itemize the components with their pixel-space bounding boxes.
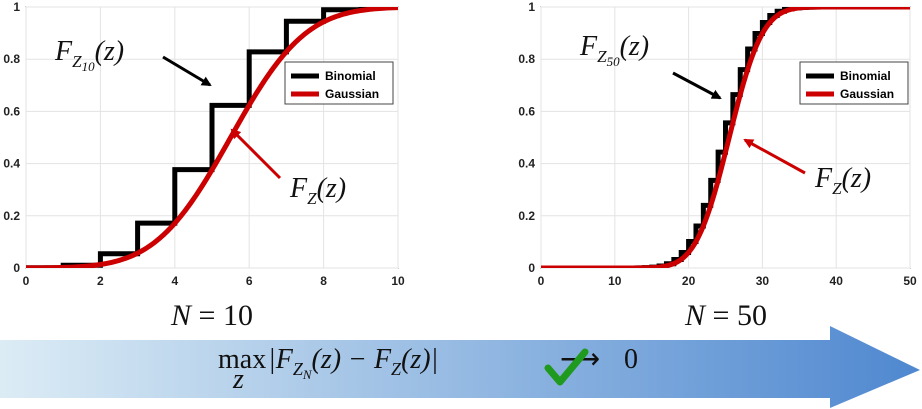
max-operator: max — [218, 344, 266, 375]
y-tick-label: 0.6 — [3, 104, 20, 118]
legend-label-binomial: Binomial — [840, 69, 891, 83]
y-tick-label: 0 — [13, 261, 20, 275]
legend: Binomial Gaussian — [799, 61, 909, 105]
x-tick-label: 10 — [608, 274, 622, 288]
y-tick-label: 0.6 — [518, 104, 535, 118]
legend-box — [799, 61, 909, 105]
y-tick-label: 0.2 — [3, 209, 20, 223]
check-icon — [544, 348, 589, 386]
series-gaussian — [541, 7, 910, 268]
y-tick-label: 0.8 — [3, 52, 20, 66]
expr-left: |F — [268, 344, 294, 375]
expr-sub-N: N — [302, 367, 313, 382]
y-tick-label: 0.4 — [518, 157, 535, 171]
series — [26, 7, 398, 268]
legend: Binomial Gaussian — [284, 61, 394, 105]
tick-labels: 0 2 4 6 8 10 0 0.2 0.4 0.6 0.8 1 — [3, 0, 405, 288]
annotations: FZ50(z) FZ(z) — [579, 31, 871, 198]
limit-expression: max z |FZN(z) − FZ(z)| ⟶ 0 — [218, 344, 638, 395]
x-tick-label: 4 — [171, 274, 178, 288]
annotation-arrow — [230, 128, 282, 180]
legend-box — [284, 61, 394, 105]
expr-mid: (z) − F — [312, 344, 392, 375]
chart-n50: 0 10 20 30 40 50 0 0.2 0.4 0.6 0.8 1 Binomial Gaussi… — [518, 0, 917, 332]
max-subscript: z — [232, 364, 244, 395]
annotation-label: FZ(z) — [814, 163, 871, 198]
annotation-label: FZ50(z) — [579, 31, 649, 69]
expression: |FZN(z) − FZ(z)| — [268, 344, 438, 382]
x-tick-label: 0 — [23, 274, 30, 288]
x-tick-label: 20 — [682, 274, 696, 288]
x-tick-label: 0 — [538, 274, 545, 288]
x-tick-label: 6 — [246, 274, 253, 288]
x-tick-label: 50 — [903, 274, 917, 288]
y-tick-label: 0 — [528, 261, 535, 275]
annotation-label: FZ(z) — [289, 173, 346, 208]
x-tick-label: 10 — [391, 274, 405, 288]
annotation-arrow — [672, 71, 722, 100]
limit-value: 0 — [624, 344, 638, 375]
y-tick-label: 0.8 — [518, 52, 535, 66]
legend-label-gaussian: Gaussian — [325, 87, 379, 101]
expr-right: (z)| — [401, 344, 438, 375]
chart-n10: 0 2 4 6 8 10 0 0.2 0.4 0.6 0.8 1 Binomial Gaussian F… — [3, 0, 405, 332]
annotation-arrow — [743, 138, 806, 175]
y-tick-label: 1 — [528, 0, 535, 14]
bottom-banner: max z |FZN(z) − FZ(z)| ⟶ 0 — [0, 326, 920, 408]
x-tick-label: 30 — [756, 274, 770, 288]
x-tick-label: 8 — [320, 274, 327, 288]
expr-sub-Z: Z — [293, 359, 304, 379]
panel-caption: N = 10 — [170, 299, 253, 332]
series — [541, 7, 910, 268]
series-gaussian — [26, 7, 398, 268]
panel-caption: N = 50 — [684, 299, 767, 332]
y-tick-label: 0.4 — [3, 157, 20, 171]
x-tick-label: 2 — [97, 274, 104, 288]
tick-labels: 0 10 20 30 40 50 0 0.2 0.4 0.6 0.8 1 — [518, 0, 917, 288]
banner-arrow-shape — [0, 326, 920, 408]
annotations: FZ10(z) FZ(z) — [54, 36, 346, 208]
annotation-arrow — [162, 55, 212, 87]
x-tick-label: 40 — [830, 274, 844, 288]
legend-label-gaussian: Gaussian — [840, 87, 894, 101]
legend-label-binomial: Binomial — [325, 69, 376, 83]
annotation-label: FZ10(z) — [54, 36, 124, 74]
y-tick-label: 0.2 — [518, 209, 535, 223]
expr-sub-Z2: Z — [391, 359, 402, 379]
y-tick-label: 1 — [13, 0, 20, 14]
